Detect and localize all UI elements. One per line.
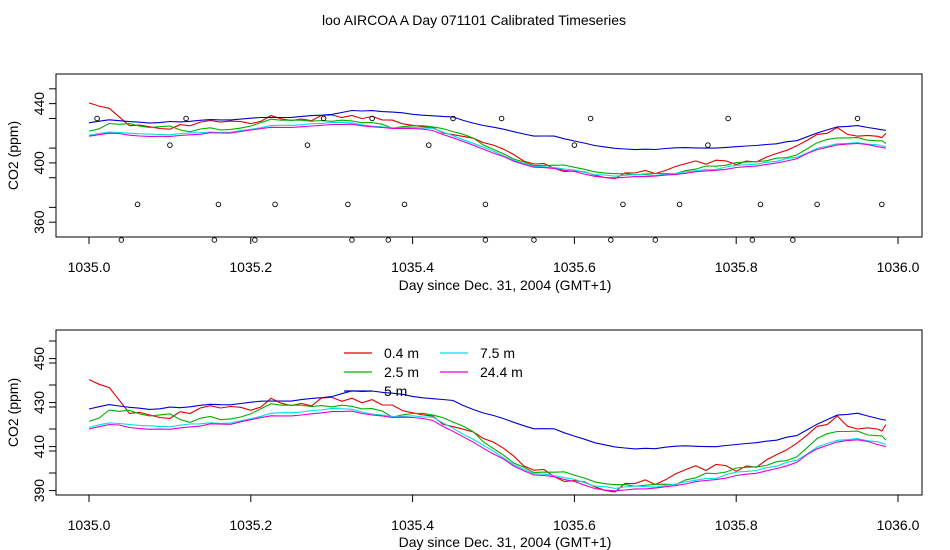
legend-item-24-4-m: 24.4 m (440, 364, 523, 380)
y-tick-label: 410 (31, 435, 47, 459)
y-axis-label: CO2 (ppm) (5, 121, 21, 190)
y-tick-label: 390 (31, 479, 47, 503)
legend-item-7-5-m: 7.5 m (440, 345, 515, 361)
data-marker (571, 142, 578, 148)
figure-title: loo AIRCOA A Day 071101 Calibrated Times… (322, 12, 626, 28)
legend: 0.4 m 2.5 m 5 m 7.5 m 24.4 m (344, 345, 523, 399)
legend-label: 2.5 m (384, 364, 419, 380)
data-marker (252, 237, 258, 243)
data-marker (482, 237, 489, 243)
lower-panel: 1035.0 1035.2 1035.4 1035.6 1035.8 1036.0 390 4… (5, 329, 923, 550)
x-tick-label: 1035.0 (68, 259, 111, 275)
data-marker (94, 115, 100, 122)
data-marker (167, 142, 173, 148)
x-tick-label: 1035.8 (715, 517, 758, 533)
series-group (88, 102, 887, 180)
data-marker (790, 237, 796, 243)
series-line-7-5-m (88, 407, 887, 489)
series-line-24-4-m (88, 410, 887, 492)
legend-label: 7.5 m (480, 345, 515, 361)
x-tick-label: 1036.0 (877, 259, 920, 275)
data-marker (531, 237, 537, 243)
data-marker (215, 201, 222, 208)
y-tick-label: 450 (31, 347, 47, 371)
x-tick-label: 1035.6 (553, 517, 596, 533)
y-tick-label: 400 (31, 151, 47, 175)
x-tick-label: 1035.4 (391, 259, 434, 275)
legend-item-2-5-m: 2.5 m (344, 364, 419, 380)
x-tick-label: 1035.0 (68, 517, 111, 533)
data-marker (450, 115, 456, 122)
data-marker (814, 201, 820, 208)
data-marker (705, 142, 711, 148)
y-axis-label: CO2 (ppm) (5, 378, 21, 447)
series-line-7-5-m (88, 121, 887, 177)
data-marker (183, 115, 189, 122)
x-axis-label: Day since Dec. 31, 2004 (GMT+1) (399, 534, 612, 550)
x-axis-label: Day since Dec. 31, 2004 (GMT+1) (399, 277, 612, 293)
data-marker (369, 115, 375, 122)
plot-frame (55, 73, 923, 238)
x-tick-label: 1035.2 (229, 517, 272, 533)
legend-item-0-4-m: 0.4 m (344, 345, 419, 361)
data-marker (652, 237, 659, 243)
legend-item-5-m: 5 m (344, 383, 407, 399)
legend-label: 0.4 m (384, 345, 419, 361)
data-marker (482, 201, 489, 208)
upper-panel: 1035.0 1035.2 1035.4 1035.6 1035.8 1036.0 360 4… (5, 73, 923, 293)
data-marker (272, 201, 278, 208)
data-marker (879, 201, 885, 208)
data-marker (587, 115, 594, 122)
data-marker (211, 237, 218, 243)
series-line-5-m (88, 109, 886, 151)
y-tick-label: 360 (31, 210, 47, 234)
data-marker (676, 201, 683, 208)
y-tick-label: 430 (31, 391, 47, 415)
data-marker (118, 237, 125, 243)
data-marker (854, 115, 861, 122)
data-marker (320, 115, 327, 122)
data-marker (426, 142, 432, 148)
data-marker (749, 237, 756, 243)
legend-label: 24.4 m (480, 364, 523, 380)
data-marker (725, 115, 731, 122)
data-marker (385, 237, 392, 243)
data-marker (401, 201, 408, 208)
series-line-2-5-m (88, 118, 887, 176)
data-marker (608, 237, 614, 243)
series-line-24-4-m (88, 123, 886, 179)
x-tick-label: 1035.2 (229, 259, 272, 275)
plot-frame (55, 329, 923, 496)
data-marker (620, 201, 626, 208)
data-marker (345, 201, 351, 208)
series-line-2-5-m (88, 403, 887, 487)
x-tick-label: 1035.4 (391, 517, 434, 533)
x-tick-label: 1035.8 (715, 259, 758, 275)
data-marker (134, 201, 141, 208)
x-tick-label: 1035.6 (553, 259, 596, 275)
data-marker (349, 237, 355, 243)
legend-label: 5 m (384, 383, 407, 399)
series-line-5-m (88, 390, 886, 450)
data-marker (304, 142, 311, 148)
series-line-0-4-m (88, 102, 887, 180)
x-tick-label: 1036.0 (877, 517, 920, 533)
data-marker (757, 201, 764, 208)
y-tick-label: 440 (31, 92, 47, 116)
data-marker (498, 115, 505, 122)
series-group (88, 379, 887, 493)
series-line-0-4-m (88, 379, 887, 493)
